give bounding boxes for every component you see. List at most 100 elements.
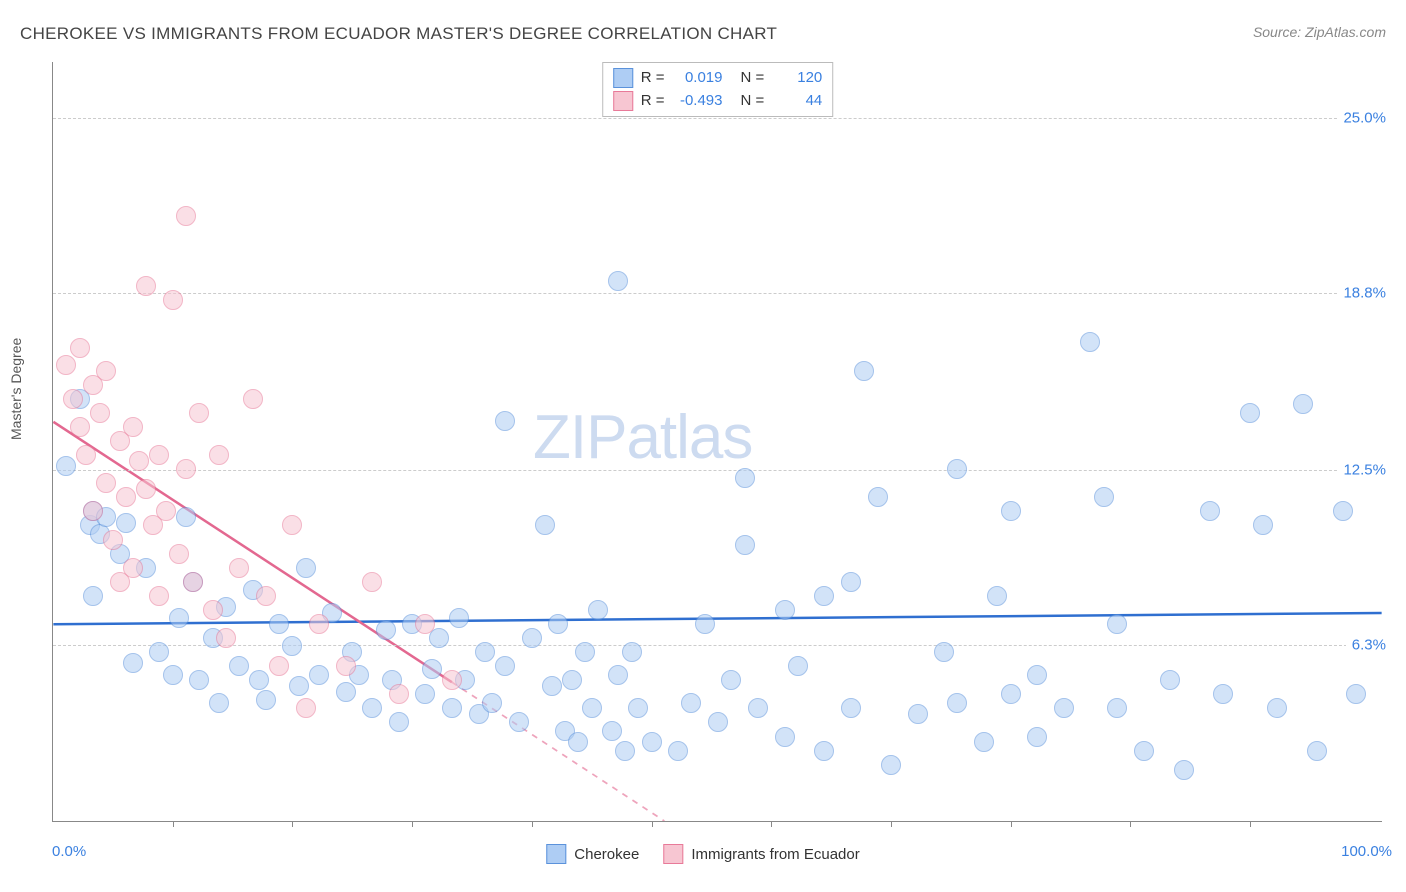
data-point-cherokee — [475, 642, 495, 662]
trend-lines-svg — [53, 62, 1382, 821]
legend-item-cherokee: Cherokee — [546, 844, 639, 864]
gridline — [53, 293, 1382, 294]
legend-item-ecuador: Immigrants from Ecuador — [663, 844, 859, 864]
data-point-ecuador — [156, 501, 176, 521]
data-point-ecuador — [163, 290, 183, 310]
gridline-label: 25.0% — [1337, 110, 1386, 127]
data-point-cherokee — [708, 712, 728, 732]
data-point-ecuador — [103, 530, 123, 550]
data-point-cherokee — [1346, 684, 1366, 704]
data-point-cherokee — [163, 665, 183, 685]
data-point-ecuador — [296, 698, 316, 718]
swatch-cherokee — [613, 68, 633, 88]
data-point-cherokee — [1333, 501, 1353, 521]
data-point-cherokee — [449, 608, 469, 628]
data-point-ecuador — [149, 445, 169, 465]
legend-label-ecuador: Immigrants from Ecuador — [691, 846, 859, 863]
data-point-ecuador — [282, 515, 302, 535]
data-point-ecuador — [203, 600, 223, 620]
data-point-cherokee — [735, 468, 755, 488]
swatch-cherokee — [546, 844, 566, 864]
data-point-cherokee — [681, 693, 701, 713]
data-point-ecuador — [415, 614, 435, 634]
data-point-ecuador — [442, 670, 462, 690]
gridline — [53, 645, 1382, 646]
gridline — [53, 470, 1382, 471]
data-point-ecuador — [256, 586, 276, 606]
data-point-ecuador — [90, 403, 110, 423]
data-point-cherokee — [56, 456, 76, 476]
data-point-ecuador — [96, 473, 116, 493]
data-point-ecuador — [56, 355, 76, 375]
data-point-cherokee — [509, 712, 529, 732]
data-point-cherokee — [442, 698, 462, 718]
chart-title: CHEROKEE VS IMMIGRANTS FROM ECUADOR MAST… — [20, 24, 777, 44]
x-tick — [771, 821, 772, 827]
data-point-cherokee — [841, 698, 861, 718]
x-tick — [1130, 821, 1131, 827]
data-point-cherokee — [695, 614, 715, 634]
data-point-cherokee — [522, 628, 542, 648]
data-point-cherokee — [83, 586, 103, 606]
data-point-cherokee — [376, 620, 396, 640]
x-tick — [532, 821, 533, 827]
gridline-label: 12.5% — [1337, 462, 1386, 479]
data-point-cherokee — [881, 755, 901, 775]
trendline-cherokee — [53, 613, 1381, 624]
data-point-cherokee — [575, 642, 595, 662]
legend-label-cherokee: Cherokee — [574, 846, 639, 863]
data-point-cherokee — [289, 676, 309, 696]
swatch-ecuador — [613, 91, 633, 111]
data-point-cherokee — [1080, 332, 1100, 352]
r-value-cherokee: 0.019 — [673, 67, 723, 90]
data-point-ecuador — [243, 389, 263, 409]
data-point-cherokee — [947, 693, 967, 713]
data-point-cherokee — [1213, 684, 1233, 704]
data-point-cherokee — [1293, 394, 1313, 414]
r-label: R = — [641, 90, 665, 113]
data-point-cherokee — [608, 665, 628, 685]
data-point-cherokee — [868, 487, 888, 507]
source-attribution: Source: ZipAtlas.com — [1253, 24, 1386, 40]
data-point-ecuador — [229, 558, 249, 578]
n-value-ecuador: 44 — [772, 90, 822, 113]
data-point-ecuador — [183, 572, 203, 592]
data-point-cherokee — [668, 741, 688, 761]
data-point-ecuador — [63, 389, 83, 409]
data-point-cherokee — [1267, 698, 1287, 718]
watermark-text: ZIPatlas — [533, 402, 752, 473]
data-point-cherokee — [602, 721, 622, 741]
data-point-cherokee — [495, 656, 515, 676]
data-point-ecuador — [96, 361, 116, 381]
r-value-ecuador: -0.493 — [673, 90, 723, 113]
stats-legend-box: R = 0.019 N = 120 R = -0.493 N = 44 — [602, 62, 834, 117]
watermark-suffix: atlas — [626, 403, 752, 472]
data-point-cherokee — [582, 698, 602, 718]
data-point-ecuador — [123, 558, 143, 578]
data-point-cherokee — [908, 704, 928, 724]
data-point-cherokee — [1134, 741, 1154, 761]
data-point-cherokee — [362, 698, 382, 718]
data-point-cherokee — [788, 656, 808, 676]
x-tick — [292, 821, 293, 827]
data-point-ecuador — [176, 206, 196, 226]
data-point-cherokee — [1001, 684, 1021, 704]
data-point-cherokee — [1001, 501, 1021, 521]
data-point-cherokee — [1027, 665, 1047, 685]
y-axis-label: Master's Degree — [8, 338, 24, 440]
data-point-cherokee — [775, 727, 795, 747]
data-point-ecuador — [149, 586, 169, 606]
data-point-cherokee — [1027, 727, 1047, 747]
data-point-ecuador — [309, 614, 329, 634]
stats-row-cherokee: R = 0.019 N = 120 — [613, 67, 823, 90]
data-point-cherokee — [535, 515, 555, 535]
data-point-ecuador — [362, 572, 382, 592]
data-point-cherokee — [854, 361, 874, 381]
x-tick — [652, 821, 653, 827]
data-point-ecuador — [216, 628, 236, 648]
legend-bottom: Cherokee Immigrants from Ecuador — [546, 844, 859, 864]
data-point-cherokee — [176, 507, 196, 527]
data-point-cherokee — [1107, 614, 1127, 634]
data-point-ecuador — [70, 338, 90, 358]
n-label: N = — [741, 67, 765, 90]
